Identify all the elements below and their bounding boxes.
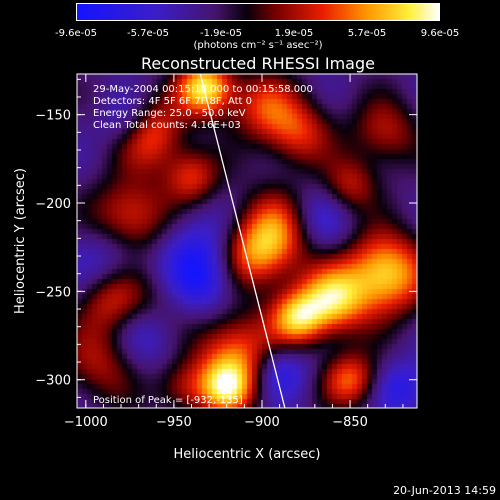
y-tick-label: −300: [35, 374, 71, 389]
footer-date: 20-Jun-2013 14:59: [393, 484, 496, 497]
y-tick-label: −250: [35, 285, 71, 300]
colorbar-section: -9.6e-05 -5.7e-05 -1.9e-05 1.9e-05 5.7e-…: [0, 0, 500, 60]
x-tick-label: −950: [156, 415, 192, 430]
y-tick-label: −200: [35, 197, 71, 212]
y-tick-label: −150: [35, 109, 71, 124]
clean-annotation: Clean Total counts: 4.16E+03: [93, 120, 241, 131]
x-tick-label: −900: [244, 415, 280, 430]
colorbar-unit-label: (photons cm⁻² s⁻¹ asec⁻²): [193, 40, 323, 51]
colorbar: [76, 3, 440, 21]
x-tick-label: −850: [332, 415, 368, 430]
heatmap-image: [77, 74, 417, 408]
plot-frame: [76, 73, 418, 409]
x-tick-label: −1000: [64, 415, 108, 430]
peak-position-annotation: Position of Peak = [-932,-135]: [93, 395, 243, 406]
energy-annotation: Energy Range: 25.0 - 50.0 keV: [93, 108, 246, 119]
x-axis: −1000 −950 −900 −850: [64, 74, 404, 430]
x-axis-label: Heliocentric X (arcsec): [174, 447, 321, 462]
y-axis-label: Heliocentric Y (arcsec): [13, 168, 28, 314]
detectors-annotation: Detectors: 4F 5F 6F 7F 8F, Att 0: [93, 96, 253, 107]
colorbar-tick-label: 9.6e-05: [420, 28, 460, 39]
colorbar-tick-label: -1.9e-05: [200, 28, 242, 39]
y-axis: −150 −200 −250 −300: [35, 78, 417, 398]
solar-limb-line: [199, 73, 286, 409]
colorbar-tick-label: -9.6e-05: [55, 28, 97, 39]
colorbar-tick-label: 5.7e-05: [347, 28, 387, 39]
chart-title: Reconstructed RHESSI Image: [141, 54, 375, 73]
colorbar-tick-label: -5.7e-05: [127, 28, 169, 39]
time-range-annotation: 29-May-2004 00:15:18.000 to 00:15:58.000: [93, 84, 313, 95]
colorbar-tick-label: 1.9e-05: [274, 28, 314, 39]
